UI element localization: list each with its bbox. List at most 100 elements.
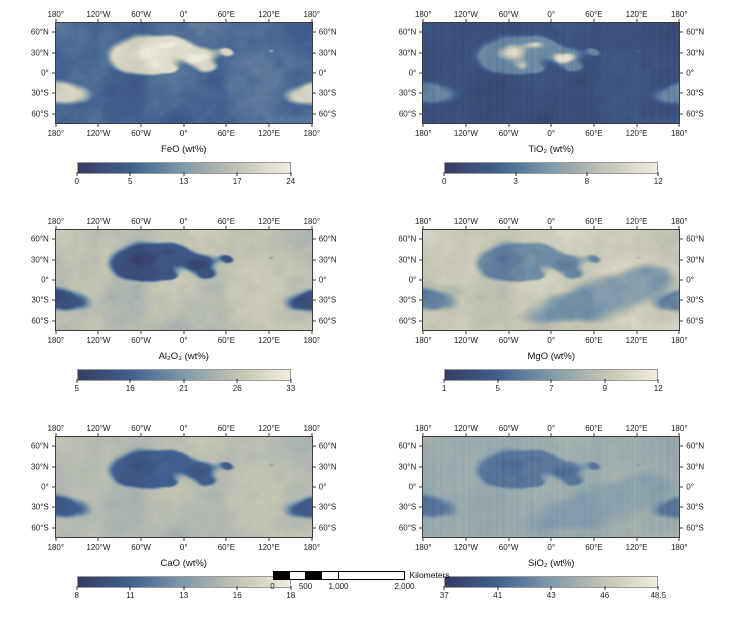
- longitude-tick: [268, 331, 270, 334]
- latitude-label: 0°: [318, 275, 327, 285]
- colorbar-tick: [76, 379, 78, 383]
- longitude-label: 60°W: [498, 424, 519, 433]
- longitude-label: 180°: [670, 424, 688, 433]
- colorbar-tick-labels: 0 3 8 12: [442, 172, 663, 187]
- latitude-tick: [312, 486, 316, 488]
- latitude-tick: [680, 445, 684, 447]
- longitude-tick: [140, 226, 142, 229]
- longitude-label: 120°E: [625, 543, 648, 552]
- longitude-label: 180°: [414, 424, 432, 433]
- colorbar-tick: [550, 586, 552, 590]
- longitude-tick: [465, 226, 467, 229]
- longitude-tick: [55, 433, 57, 436]
- latitude-label: 0°: [41, 482, 49, 492]
- panel-title-tio2: TiO₂ (wt%): [528, 144, 575, 155]
- colorbar-tick: [129, 379, 131, 383]
- latitude-label: 60°N: [398, 27, 417, 37]
- map-frame-al2o3: [54, 229, 313, 331]
- latitude-label: 30°S: [318, 295, 337, 305]
- longitude-axis-top: 180° 120°W 60°W 0° 60°E 120°E 180°: [47, 217, 320, 229]
- latitude-tick: [419, 466, 423, 468]
- longitude-tick: [422, 19, 424, 22]
- longitude-label: 0°: [179, 217, 188, 226]
- latitude-label: 0°: [408, 275, 417, 285]
- longitude-tick: [225, 331, 227, 334]
- longitude-label: 60°W: [498, 217, 519, 226]
- latitude-tick: [419, 52, 423, 54]
- latitude-axis-right: 60°N 30°N 0° 30°S 60°S: [312, 229, 349, 331]
- latitude-label: 60°N: [30, 234, 49, 244]
- latitude-axis-left: 60°N 30°N 0° 30°S 60°S: [19, 229, 55, 331]
- longitude-label: 60°E: [217, 424, 236, 433]
- colorbar-tick: [497, 379, 499, 383]
- longitude-tick: [678, 226, 680, 229]
- longitude-tick: [550, 538, 552, 541]
- longitude-label: 120°W: [453, 10, 478, 19]
- latitude-label: 60°N: [318, 234, 337, 244]
- longitude-label: 180°: [47, 217, 65, 226]
- map-scale-bar: Kilometers 0 500 1,000 2,000: [270, 570, 463, 591]
- colorbar-tick-label: 13: [179, 177, 189, 186]
- longitude-tick: [268, 226, 270, 229]
- longitude-tick: [508, 226, 510, 229]
- longitude-label: 0°: [547, 129, 556, 138]
- longitude-label: 180°: [414, 543, 432, 552]
- latitude-tick: [312, 279, 316, 281]
- latitude-label: 60°N: [398, 234, 417, 244]
- latitude-tick: [51, 31, 55, 33]
- colorbar-tick: [515, 172, 517, 176]
- colorbar-tick-label: 0: [442, 177, 447, 186]
- longitude-label: 180°: [47, 336, 65, 345]
- latitude-label: 60°S: [398, 109, 417, 119]
- colorbar-tick-labels: 37 41 43 46 48.5: [440, 586, 666, 601]
- latitude-tick: [51, 445, 55, 447]
- colorbar-tick: [604, 586, 606, 590]
- longitude-tick: [465, 331, 467, 334]
- longitude-label: 120°W: [86, 10, 111, 19]
- longitude-tick: [550, 226, 552, 229]
- longitude-label: 120°W: [86, 543, 111, 552]
- longitude-axis-top: 180° 120°W 60°W 0° 60°E 120°E 180°: [415, 424, 688, 436]
- latitude-tick: [680, 238, 684, 240]
- sio2-map-canvas: [423, 437, 680, 537]
- longitude-tick: [550, 433, 552, 436]
- colorbar-tick-label: 16: [125, 384, 135, 393]
- colorbar-tick-label: 18: [286, 591, 296, 600]
- latitude-tick: [680, 299, 684, 301]
- longitude-label: 0°: [179, 10, 188, 19]
- latitude-label: 60°N: [30, 441, 49, 451]
- colorbar-tick-label: 46: [600, 591, 610, 600]
- colorbar-tick-labels: 1 5 7 9 12: [442, 379, 663, 394]
- longitude-label: 180°: [414, 217, 432, 226]
- latitude-label: 30°N: [686, 462, 705, 472]
- colorbar-tick: [236, 172, 238, 176]
- longitude-tick: [140, 124, 142, 127]
- map-panel-sio2: 180° 120°W 60°W 0° 60°E 120°E 180° 60°N 30°N 0° 3…: [386, 424, 716, 601]
- longitude-tick: [422, 226, 424, 229]
- longitude-label: 180°: [670, 336, 688, 345]
- longitude-tick: [678, 19, 680, 22]
- colorbar-tick-label: 26: [232, 384, 242, 393]
- latitude-label: 30°N: [30, 48, 49, 58]
- al2o3-map-canvas: [55, 230, 312, 330]
- longitude-label: 0°: [547, 424, 556, 433]
- latitude-tick: [680, 31, 684, 33]
- latitude-label: 30°S: [686, 88, 704, 98]
- longitude-tick: [636, 331, 638, 334]
- colorbar-tick-labels: 0 5 13 17 24: [75, 172, 295, 187]
- longitude-label: 120°E: [625, 336, 648, 345]
- latitude-label: 0°: [41, 275, 49, 285]
- longitude-label: 120°E: [625, 217, 648, 226]
- cao-map-canvas: [55, 437, 312, 537]
- latitude-label: 60°S: [31, 109, 49, 119]
- longitude-axis-bottom: 180° 120°W 60°W 0° 60°E 120°E 180°: [415, 538, 688, 552]
- longitude-tick: [636, 124, 638, 127]
- latitude-axis-right: 60°N 30°N 0° 30°S 60°S: [680, 22, 716, 124]
- latitude-label: 60°S: [31, 523, 49, 533]
- map-block-cao: 180° 120°W 60°W 0° 60°E 120°E 180° 60°N 30°N 0° 3…: [19, 424, 349, 552]
- longitude-label: 180°: [303, 217, 321, 226]
- latitude-tick: [680, 527, 684, 529]
- longitude-label: 60°E: [585, 217, 603, 226]
- latitude-tick: [419, 92, 423, 94]
- longitude-axis-bottom: 180° 120°W 60°W 0° 60°E 120°E 180°: [47, 538, 320, 552]
